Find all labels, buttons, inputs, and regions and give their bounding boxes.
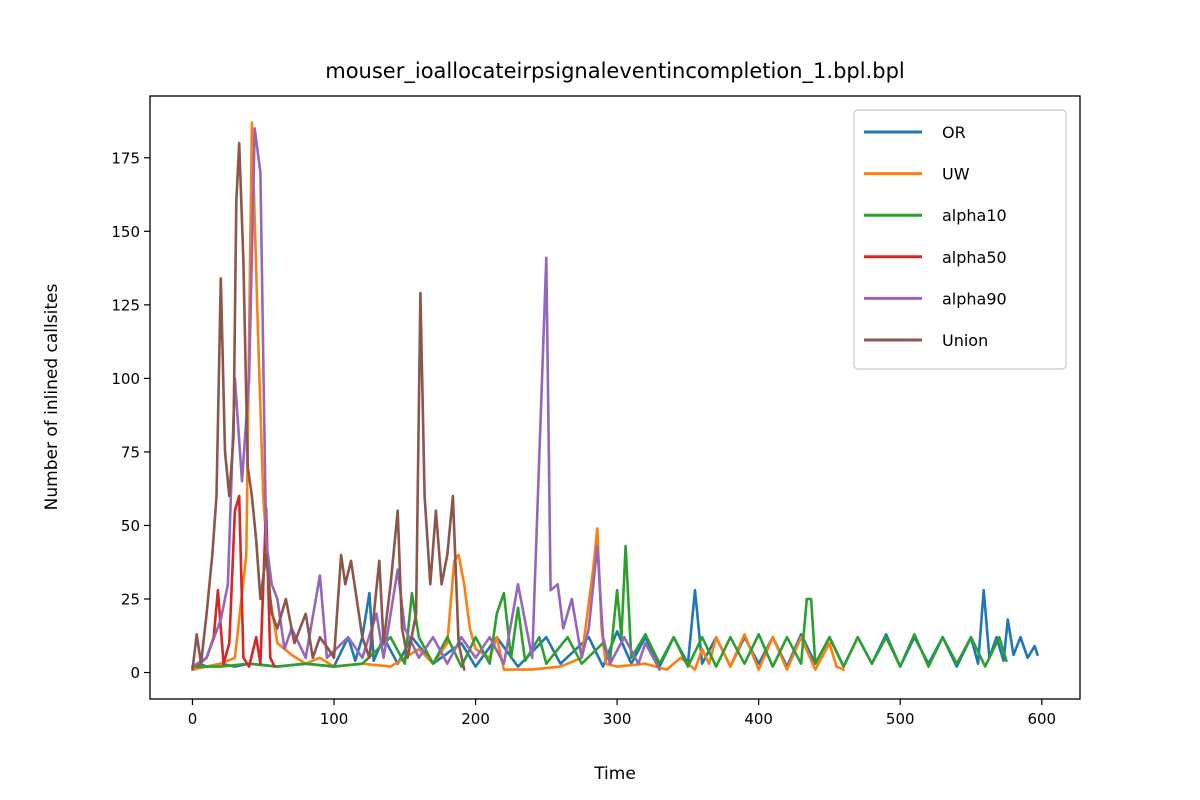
y-tick-label: 75 [121, 443, 140, 461]
chart-title: mouser_ioallocateirpsignaleventincomplet… [325, 59, 904, 84]
legend-label-alpha50: alpha50 [942, 248, 1007, 267]
legend: OR UW alpha10 alpha50 alpha90 Union [853, 109, 1067, 370]
y-tick-label: 175 [111, 149, 140, 167]
y-tick-label: 0 [130, 664, 140, 682]
series-line-union [191, 141, 466, 671]
y-axis: 0 25 50 75 100 125 150 175 [111, 149, 150, 682]
x-tick-label: 300 [603, 710, 632, 728]
x-axis: 0 100 200 300 400 500 600 [188, 699, 1056, 728]
series-line-or [191, 588, 1039, 668]
legend-label-or: OR [942, 123, 966, 142]
x-tick-label: 200 [461, 710, 490, 728]
y-tick-label: 150 [111, 223, 140, 241]
y-tick-label: 100 [111, 370, 140, 388]
plot-frame [149, 95, 1081, 700]
x-tick-label: 500 [886, 710, 915, 728]
series-line-alpha90 [191, 127, 661, 671]
x-tick-label: 100 [320, 710, 349, 728]
y-tick-label: 50 [121, 517, 140, 535]
x-axis-label: Time [593, 764, 636, 784]
y-tick-label: 125 [111, 296, 140, 314]
x-tick-label: 600 [1027, 710, 1056, 728]
legend-label-alpha10: alpha10 [942, 206, 1007, 225]
y-tick-label: 25 [121, 590, 140, 608]
x-tick-label: 0 [188, 710, 198, 728]
legend-label-alpha90: alpha90 [942, 289, 1007, 308]
x-tick-label: 400 [744, 710, 773, 728]
plot-area [191, 121, 1039, 671]
legend-label-union: Union [942, 331, 988, 350]
y-axis-label: Number of inlined callsites [42, 284, 62, 511]
legend-label-uw: UW [942, 165, 970, 184]
series-line-alpha10 [191, 544, 1008, 668]
